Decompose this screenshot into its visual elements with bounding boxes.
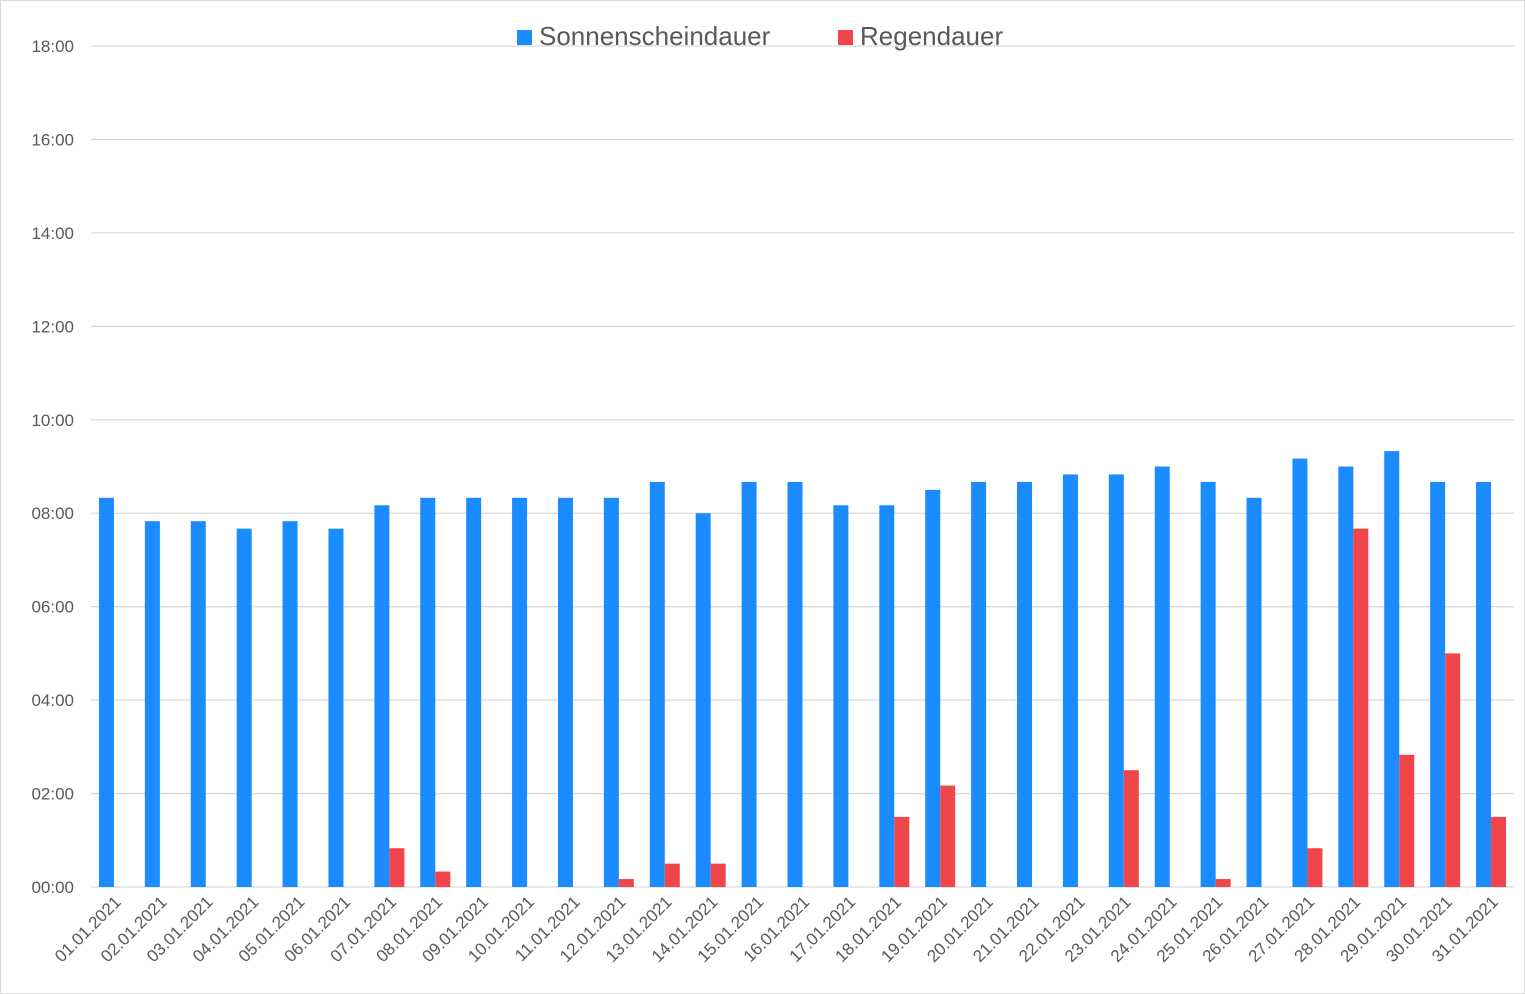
legend-label: Regendauer <box>860 21 1003 51</box>
bar-sonnenscheindauer <box>1338 466 1354 887</box>
legend: Sonnenscheindauer Regendauer <box>517 21 1003 51</box>
y-tick-label: 04:00 <box>31 691 74 710</box>
bar-sonnenscheindauer <box>603 497 619 887</box>
bar-regendauer <box>1353 528 1369 887</box>
y-axis-tick-labels: 00:00 02:00 04:00 06:00 08:00 10:00 12:00 14:00… <box>31 37 74 897</box>
bar-sonnenscheindauer <box>282 521 298 887</box>
bar-sonnenscheindauer <box>374 505 390 887</box>
bar-sonnenscheindauer <box>1017 481 1033 887</box>
bar-sonnenscheindauer <box>1384 451 1400 887</box>
legend-swatch <box>838 30 853 45</box>
bar-regendauer <box>1307 848 1323 887</box>
legend-swatch <box>517 30 532 45</box>
bar-sonnenscheindauer <box>971 481 987 887</box>
y-tick-label: 12:00 <box>31 317 74 336</box>
bar-regendauer <box>435 871 451 887</box>
bar-regendauer <box>618 879 634 887</box>
bar-sonnenscheindauer <box>1292 458 1308 887</box>
bar-sonnenscheindauer <box>741 481 757 887</box>
y-tick-label: 06:00 <box>31 598 74 617</box>
bar-sonnenscheindauer <box>1062 474 1078 887</box>
bar-sonnenscheindauer <box>190 521 206 887</box>
bar-regendauer <box>664 863 680 887</box>
bar-sonnenscheindauer <box>1200 481 1216 887</box>
bar-sonnenscheindauer <box>328 528 344 887</box>
bar-sonnenscheindauer <box>879 505 895 887</box>
bars <box>98 451 1507 887</box>
bar-sonnenscheindauer <box>787 481 803 887</box>
bar-regendauer <box>1445 653 1461 887</box>
legend-label: Sonnenscheindauer <box>539 21 771 51</box>
x-axis-tick-labels: 01.01.202102.01.202103.01.202104.01.2021… <box>51 892 1502 966</box>
bar-sonnenscheindauer <box>925 489 941 887</box>
bar-sonnenscheindauer <box>144 521 160 887</box>
bar-sonnenscheindauer <box>649 481 665 887</box>
bar-regendauer <box>940 785 956 887</box>
y-tick-label: 14:00 <box>31 224 74 243</box>
bar-sonnenscheindauer <box>1430 481 1446 887</box>
bar-sonnenscheindauer <box>833 505 849 887</box>
y-tick-label: 00:00 <box>31 878 74 897</box>
bar-sonnenscheindauer <box>695 513 711 887</box>
bar-sonnenscheindauer <box>466 497 482 887</box>
y-tick-label: 16:00 <box>31 130 74 149</box>
bar-sonnenscheindauer <box>1108 474 1124 887</box>
bar-sonnenscheindauer <box>512 497 528 887</box>
bar-regendauer <box>1215 879 1231 887</box>
bar-sonnenscheindauer <box>1246 497 1262 887</box>
bar-sonnenscheindauer <box>420 497 436 887</box>
bar-regendauer <box>1491 816 1507 887</box>
y-tick-label: 02:00 <box>31 785 74 804</box>
bar-sonnenscheindauer <box>1476 481 1492 887</box>
y-tick-label: 18:00 <box>31 37 74 56</box>
bar-sonnenscheindauer <box>1154 466 1170 887</box>
y-tick-label: 08:00 <box>31 504 74 523</box>
bar-sonnenscheindauer <box>98 497 114 887</box>
bar-sonnenscheindauer <box>236 528 252 887</box>
bar-regendauer <box>710 863 726 887</box>
bar-regendauer <box>894 816 910 887</box>
bar-sonnenscheindauer <box>557 497 573 887</box>
y-tick-label: 10:00 <box>31 411 74 430</box>
bar-regendauer <box>389 848 405 887</box>
bar-regendauer <box>1399 754 1415 887</box>
bar-regendauer <box>1123 770 1139 887</box>
